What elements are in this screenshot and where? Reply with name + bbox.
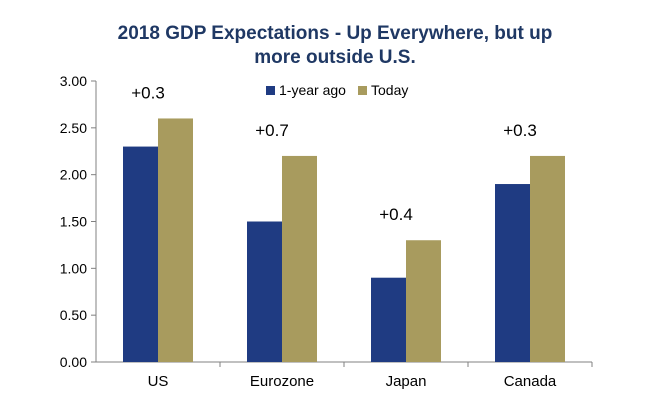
bar-1-year-ago-canada <box>495 184 530 362</box>
bar-1-year-ago-eurozone <box>247 221 282 362</box>
legend-label: Today <box>371 82 408 98</box>
y-tick-label: 2.50 <box>60 120 87 136</box>
category-label: US <box>148 373 169 390</box>
y-tick-label: 1.00 <box>60 260 87 276</box>
change-annotation: +0.3 <box>503 121 537 140</box>
y-tick-label: 0.00 <box>60 354 87 370</box>
legend-swatch <box>358 86 367 95</box>
legend: 1-year ago Today <box>266 82 408 98</box>
bar-today-eurozone <box>282 155 317 362</box>
chart-title-line-2: more outside U.S. <box>254 47 416 68</box>
change-annotation: +0.3 <box>131 83 165 102</box>
bar-today-us <box>158 118 193 362</box>
category-label: Eurozone <box>250 373 314 390</box>
bar-today-japan <box>406 240 441 362</box>
change-annotation: +0.7 <box>255 121 289 140</box>
category-label: Canada <box>504 373 557 390</box>
category-label: Japan <box>386 373 427 390</box>
legend-swatch <box>266 86 275 95</box>
bar-1-year-ago-japan <box>371 277 406 362</box>
y-tick-label: 2.00 <box>60 167 87 183</box>
plot-area: 0.00 0.50 1.00 1.50 2.00 2.50 3.00 US +0.3 Eurozo… <box>60 73 593 390</box>
legend-label: 1-year ago <box>279 82 346 98</box>
y-tick-label: 1.50 <box>60 214 87 230</box>
chart-title-line-1: 2018 GDP Expectations - Up Everywhere, b… <box>118 23 553 44</box>
bar-1-year-ago-us <box>123 146 158 362</box>
y-tick-label: 0.50 <box>60 307 87 323</box>
bar-today-canada <box>530 155 565 362</box>
change-annotation: +0.4 <box>379 205 413 224</box>
y-tick-label: 3.00 <box>60 73 87 89</box>
